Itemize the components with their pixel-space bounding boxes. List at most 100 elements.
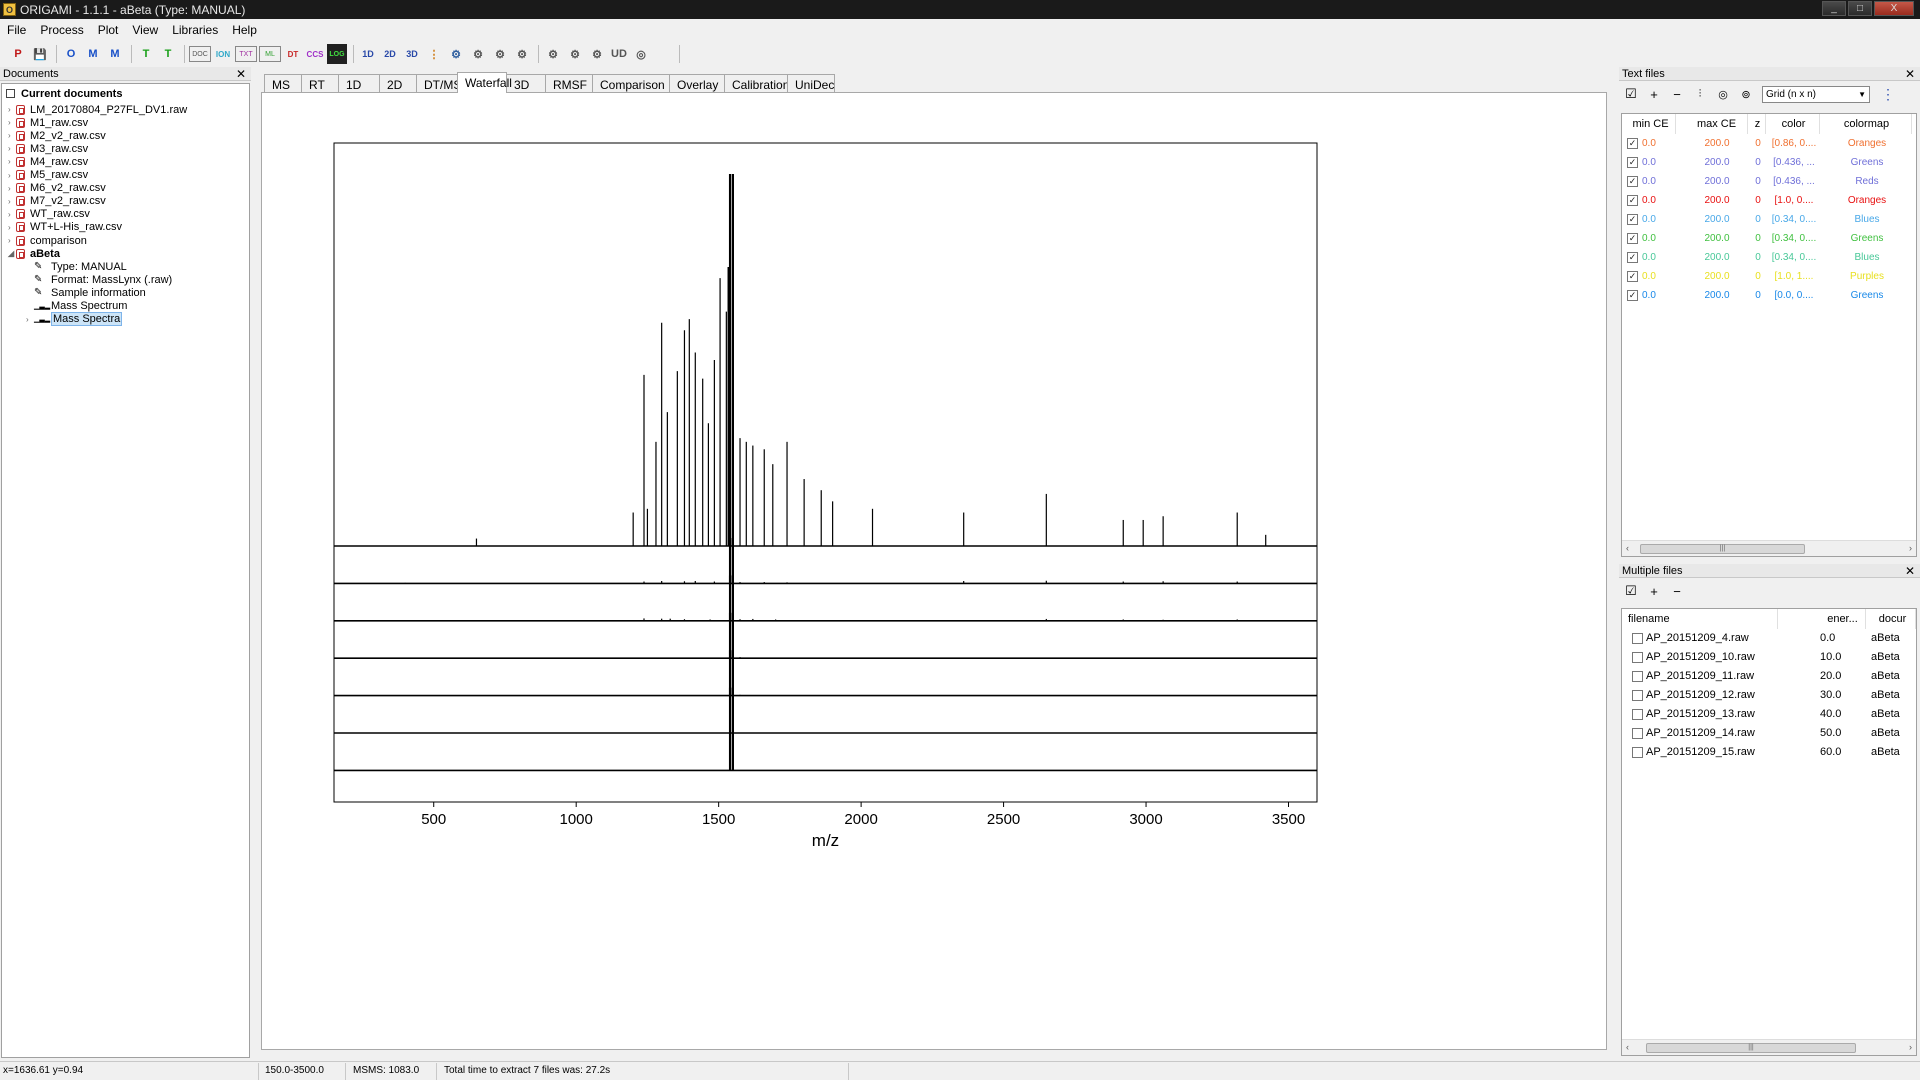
violin-settings-icon[interactable]: UD	[611, 48, 627, 60]
table-row[interactable]: ✓ 0.0 200.0 0 [0.34, 0.... Blues	[1622, 210, 1916, 229]
scroll-right-icon[interactable]: ›	[1909, 1042, 1912, 1052]
row-checkbox[interactable]	[1632, 690, 1643, 701]
tree-item[interactable]: › M7_v2_raw.csv	[8, 194, 106, 209]
expand-arrow-icon[interactable]: ›	[8, 144, 11, 154]
tree-item[interactable]: › M1_raw.csv	[8, 115, 88, 130]
tree-item[interactable]: ▁▃▂ Mass Spectrum	[26, 299, 127, 314]
column-header[interactable]: docur	[1870, 609, 1916, 629]
tab-rmsf[interactable]: RMSF	[545, 74, 593, 93]
remove-icon[interactable]: −	[1673, 86, 1681, 102]
tab-overlay[interactable]: Overlay	[669, 74, 725, 93]
tab-comparison[interactable]: Comparison	[592, 74, 670, 93]
menu-process[interactable]: Process	[40, 23, 84, 37]
open-multiple-text-button[interactable]: T	[164, 48, 172, 60]
scroll-right-icon[interactable]: ›	[1909, 543, 1912, 553]
scroll-left-icon[interactable]: ‹	[1626, 1042, 1629, 1052]
tree-item[interactable]: › LM_20170804_P27FL_DV1.raw	[8, 102, 187, 117]
row-checkbox[interactable]	[1632, 652, 1643, 663]
text-files-list[interactable]: min CE max CE z color colormap ✓ 0.0 200.0 0 [0.…	[1621, 113, 1917, 557]
tree-item[interactable]: › M2_v2_raw.csv	[8, 128, 106, 143]
check-all-icon[interactable]: ☑	[1625, 86, 1637, 101]
table-row[interactable]: AP_20151209_13.raw 40.0 aBeta	[1622, 705, 1916, 724]
close-icon[interactable]: ✕	[1904, 564, 1915, 578]
minimize-button[interactable]: _	[1822, 1, 1846, 16]
tab-calibration[interactable]: Calibration	[724, 74, 789, 93]
multiple-panel-toggle[interactable]: ML	[259, 46, 281, 62]
open-text-button[interactable]: T	[142, 48, 150, 60]
check-all-icon[interactable]: ☑	[1625, 583, 1637, 598]
tree-item[interactable]: ✎ Type: MANUAL	[26, 259, 127, 274]
tree-item[interactable]: › WT+L-His_raw.csv	[8, 220, 122, 235]
column-header[interactable]: z	[1750, 114, 1766, 134]
overlay-icon[interactable]: ◎	[1718, 88, 1728, 101]
tree-root[interactable]: Current documents	[6, 86, 122, 101]
save-icon[interactable]: 💾	[33, 48, 47, 61]
open-masslynx-button[interactable]: M	[88, 48, 98, 60]
multiple-files-list[interactable]: filename ener... docur AP_20151209_4.raw 0.…	[1621, 608, 1917, 1056]
tab-ms[interactable]: MS	[264, 74, 302, 93]
waterfall-chart[interactable]: 500 1000 1500 2000 2500 3000 3500 m/z	[262, 93, 1608, 1051]
expand-arrow-icon[interactable]: ›	[8, 118, 11, 128]
row-checkbox[interactable]	[1632, 709, 1643, 720]
row-checkbox[interactable]: ✓	[1627, 252, 1638, 263]
table-row[interactable]: AP_20151209_12.raw 30.0 aBeta	[1622, 686, 1916, 705]
row-checkbox[interactable]	[1632, 633, 1643, 644]
menu-libraries[interactable]: Libraries	[172, 23, 219, 37]
tree-item[interactable]: › comparison	[8, 233, 87, 248]
tree-item[interactable]: › M4_raw.csv	[8, 154, 88, 169]
documents-tree[interactable]: Current documents › LM_20170804_P27FL_DV1…	[1, 83, 250, 1058]
table-row[interactable]: ✓ 0.0 200.0 0 [0.436, ... Reds	[1622, 172, 1916, 191]
plot-1d-button[interactable]: 1D	[362, 49, 374, 59]
expand-arrow-icon[interactable]: ›	[8, 236, 11, 245]
compare-icon[interactable]: ⊚	[1741, 88, 1751, 101]
tree-item[interactable]: ✎ Sample information	[26, 285, 146, 300]
tree-item[interactable]: › M6_v2_raw.csv	[8, 181, 106, 196]
multiple-files-hscrollbar[interactable]: ‹ ||| ›	[1622, 1039, 1916, 1055]
dt-panel-toggle[interactable]: DT	[287, 49, 299, 59]
menu-plot[interactable]: Plot	[97, 23, 119, 37]
column-header[interactable]: ener...	[1820, 609, 1866, 629]
table-row[interactable]: ✓ 0.0 200.0 0 [0.86, 0.... Oranges	[1622, 134, 1916, 153]
row-checkbox[interactable]: ✓	[1627, 233, 1638, 244]
unidec-button[interactable]	[653, 44, 673, 64]
text-panel-toggle[interactable]: TXT	[235, 46, 257, 62]
close-icon[interactable]: ✕	[1904, 67, 1915, 81]
expand-arrow-icon[interactable]: ›	[8, 131, 11, 141]
color-bar-icon[interactable]: ⋮	[428, 48, 440, 61]
color-wheel-icon[interactable]	[684, 44, 704, 64]
close-icon[interactable]: ✕	[235, 67, 246, 81]
table-row[interactable]: ✓ 0.0 200.0 0 [1.0, 0.... Oranges	[1622, 191, 1916, 210]
plot-2d-button[interactable]: 2D	[384, 49, 396, 59]
scrollbar-thumb[interactable]: |||	[1640, 544, 1805, 554]
rmsd-settings-icon[interactable]: ⚙	[548, 48, 558, 61]
more-options-icon[interactable]: ⋮	[1881, 85, 1895, 102]
tab-1d[interactable]: 1D	[338, 74, 380, 93]
table-row[interactable]: ✓ 0.0 200.0 0 [1.0, 1.... Purples	[1622, 267, 1916, 286]
close-window-button[interactable]: X	[1874, 1, 1914, 16]
tab-3d[interactable]: 3D	[506, 74, 546, 93]
plot-canvas-frame[interactable]: 500 1000 1500 2000 2500 3000 3500 m/z	[261, 92, 1607, 1050]
remove-icon[interactable]: −	[1673, 583, 1681, 599]
expand-arrow-icon[interactable]: ›	[8, 222, 11, 232]
row-checkbox[interactable]	[1632, 671, 1643, 682]
ccs-panel-toggle[interactable]: CCS	[306, 49, 324, 59]
row-checkbox[interactable]: ✓	[1627, 138, 1638, 149]
table-row[interactable]: AP_20151209_11.raw 20.0 aBeta	[1622, 667, 1916, 686]
expand-arrow-icon[interactable]: ›	[8, 105, 11, 114]
mass-spectrum-settings-icon[interactable]: ⚙	[570, 48, 580, 61]
ion-panel-toggle[interactable]: ION	[215, 49, 231, 59]
open-project-button[interactable]: P	[14, 48, 22, 60]
tab-rt[interactable]: RT	[301, 74, 339, 93]
add-icon[interactable]: +	[1650, 86, 1658, 102]
table-row[interactable]: AP_20151209_15.raw 60.0 aBeta	[1622, 743, 1916, 762]
tree-item[interactable]: › WT_raw.csv	[8, 207, 90, 222]
table-row[interactable]: ✓ 0.0 200.0 0 [0.34, 0.... Blues	[1622, 248, 1916, 267]
chromatogram-settings-icon[interactable]: ⚙	[592, 48, 602, 61]
expand-arrow-icon[interactable]: ›	[26, 314, 29, 324]
column-header[interactable]: min CE	[1626, 114, 1676, 134]
row-checkbox[interactable]: ✓	[1627, 271, 1638, 282]
row-checkbox[interactable]: ✓	[1627, 195, 1638, 206]
row-checkbox[interactable]: ✓	[1627, 176, 1638, 187]
expand-arrow-icon[interactable]: ›	[8, 170, 11, 180]
row-checkbox[interactable]: ✓	[1627, 157, 1638, 168]
